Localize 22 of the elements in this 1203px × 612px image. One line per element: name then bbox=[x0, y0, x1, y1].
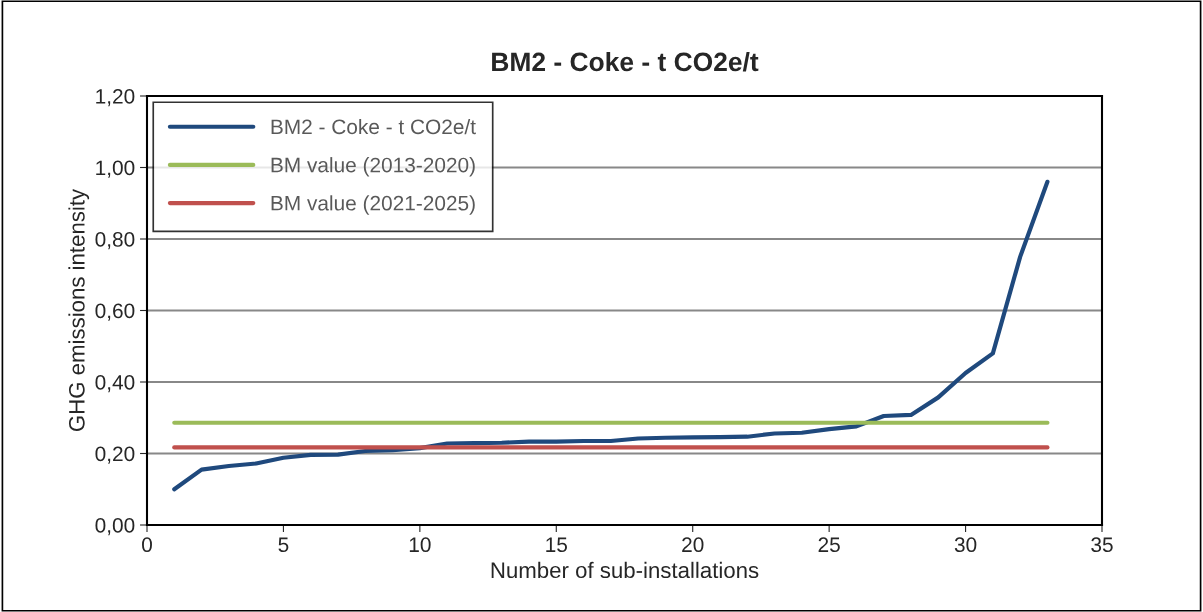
y-tick-label: 0,80 bbox=[95, 232, 135, 250]
y-tick-label: 0,40 bbox=[95, 375, 135, 393]
y-axis-title: GHG emissions intensity bbox=[68, 188, 90, 432]
legend-label: BM value (2021-2025) bbox=[271, 195, 475, 215]
x-tick-label: 15 bbox=[546, 537, 567, 553]
y-tick-label: 1,00 bbox=[96, 160, 135, 178]
x-tick-label: 30 bbox=[954, 537, 977, 553]
x-tick-label: 10 bbox=[409, 537, 431, 553]
y-tick-label: 1,20 bbox=[96, 89, 135, 107]
x-tick-label: 5 bbox=[278, 537, 289, 553]
line-series bbox=[172, 179, 1050, 492]
legend-label: BM value (2013-2020) bbox=[271, 157, 475, 177]
y-tick-label: 0,60 bbox=[95, 303, 135, 321]
legend-label: BM2 - Coke - t CO2e/t bbox=[271, 118, 476, 135]
x-tick-label: 25 bbox=[818, 537, 840, 553]
y-tick-label: 0,20 bbox=[95, 446, 135, 464]
x-tick-label: 0 bbox=[142, 537, 152, 553]
y-tick-label: 0,00 bbox=[95, 518, 135, 536]
chart-title: BM2 - Coke - t CO2e/t bbox=[492, 51, 759, 72]
x-tick-label: 20 bbox=[682, 537, 704, 553]
x-tick-label: 35 bbox=[1091, 537, 1113, 553]
x-axis-title: Number of sub-installations bbox=[491, 561, 759, 579]
